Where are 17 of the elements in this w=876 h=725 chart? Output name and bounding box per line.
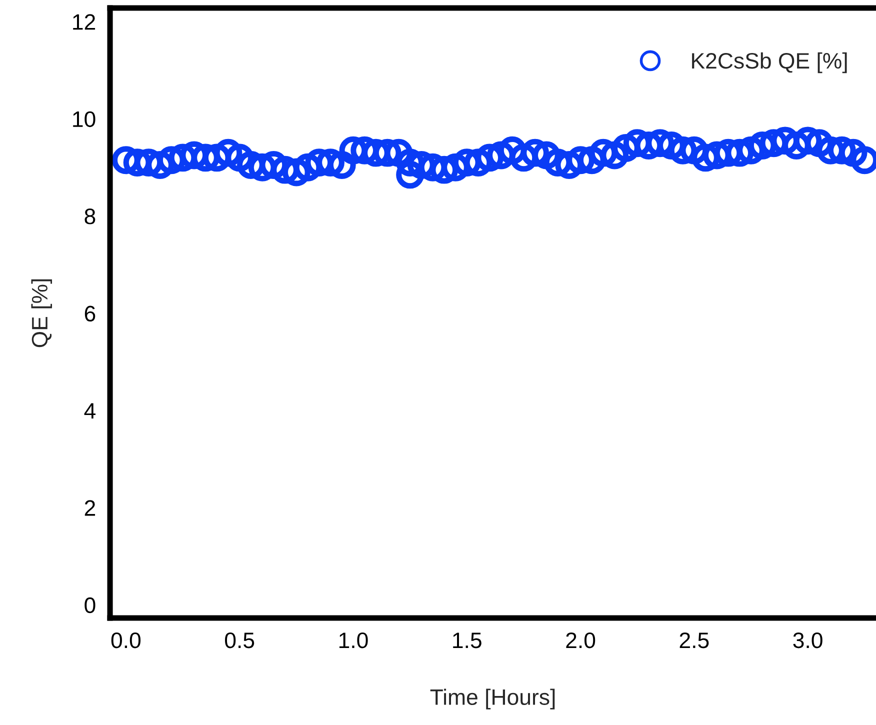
y-tick-label: 8	[84, 208, 96, 224]
x-axis-title: Time [Hours]	[430, 688, 555, 710]
y-tick-label: 0	[84, 597, 96, 614]
x-tick-label: 3.0	[793, 632, 822, 648]
x-tick-label: 0.5	[225, 632, 254, 648]
y-tick-label: 6	[84, 306, 96, 322]
x-tick-label: 1.5	[453, 632, 482, 648]
y-tick-label: 4	[84, 403, 96, 418]
y-tick-label: 12	[73, 14, 96, 30]
y-tick-label: 2	[84, 500, 96, 516]
legend-label: K2CsSb QE [%]	[692, 52, 847, 74]
x-tick-label: 0.0	[111, 632, 141, 648]
x-tick-label: 1.0	[339, 632, 368, 648]
x-tick-label: 2.0	[566, 632, 596, 648]
x-tick-label: 2.5	[680, 632, 709, 648]
y-axis-title: QE [%]	[31, 279, 52, 348]
y-tick-label: 10	[73, 111, 96, 128]
